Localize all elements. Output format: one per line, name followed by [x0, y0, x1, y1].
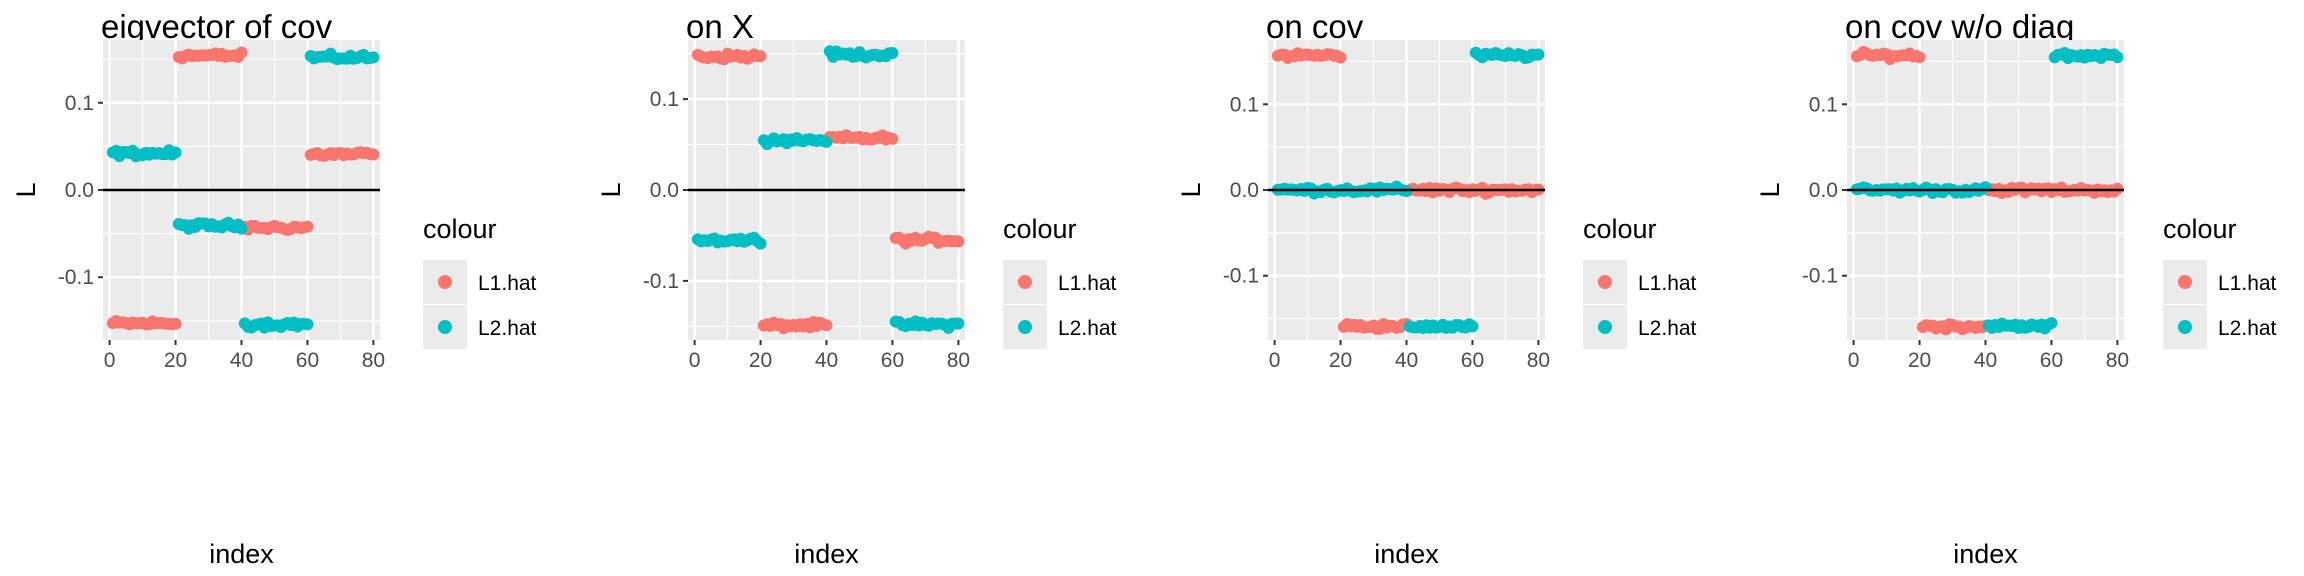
panel-1: eigvector of cov -0.1 0.0 0.1 0 20 40 60 80 index… — [11, 8, 537, 569]
y-axis-label: L — [1755, 182, 1785, 197]
legend-label: L1.hat — [478, 272, 537, 295]
y-axis-label: L — [11, 182, 41, 197]
legend-label: L1.hat — [1058, 272, 1117, 295]
point-L1.hat — [754, 50, 767, 63]
y-tick-label: 0.0 — [65, 179, 94, 202]
point-L2.hat — [2111, 51, 2124, 64]
x-tick-label: 0 — [104, 349, 116, 372]
point-L1.hat — [367, 148, 380, 161]
x-tick-label: 60 — [881, 349, 904, 372]
point-L1.hat — [820, 319, 833, 332]
point-L2.hat — [1532, 48, 1545, 61]
y-tick-label: 0.0 — [1809, 179, 1838, 202]
x-tick-label: 40 — [1395, 349, 1418, 372]
x-tick-label: 60 — [1461, 349, 1484, 372]
legend-title: colour — [423, 214, 497, 244]
point-L2.hat — [235, 222, 248, 235]
x-tick-label: 40 — [1974, 349, 1997, 372]
legend-label: L2.hat — [478, 317, 537, 340]
x-tick-label: 80 — [947, 349, 970, 372]
x-axis-label: index — [209, 539, 274, 569]
legend: colour L1.hat L2.hat — [1583, 214, 1697, 349]
legend-title: colour — [1583, 214, 1657, 244]
point-L1.hat — [169, 317, 182, 330]
x-axis-label: index — [1953, 539, 2018, 569]
point-L2.hat — [367, 51, 380, 64]
x-axis-label: index — [1374, 539, 1439, 569]
legend: colour L1.hat L2.hat — [1003, 214, 1117, 349]
legend-label: L2.hat — [2218, 317, 2277, 340]
panel-title: on cov w/o diag — [1845, 8, 2074, 45]
legend-swatch — [2178, 320, 2192, 334]
point-L2.hat — [1979, 181, 1992, 194]
legend-label: L2.hat — [1058, 317, 1117, 340]
point-L1.hat — [1334, 51, 1347, 64]
x-tick-label: 80 — [2106, 349, 2129, 372]
x-tick-label: 80 — [1527, 349, 1550, 372]
legend-swatch — [1598, 320, 1612, 334]
y-tick-label: -0.1 — [58, 266, 94, 289]
x-tick-label: 20 — [749, 349, 772, 372]
legend-title: colour — [2163, 214, 2237, 244]
panel-title: on X — [686, 8, 754, 45]
legend-swatch — [438, 275, 452, 289]
legend-swatch — [1598, 275, 1612, 289]
point-L1.hat — [1913, 51, 1926, 64]
y-tick-label: 0.1 — [1230, 93, 1259, 116]
point-L1.hat — [301, 220, 314, 233]
x-tick-label: 60 — [296, 349, 319, 372]
legend-label: L1.hat — [2218, 272, 2277, 295]
y-tick-label: 0.1 — [65, 92, 94, 115]
point-L2.hat — [820, 136, 833, 149]
point-L2.hat — [754, 237, 767, 250]
point-L1.hat — [2111, 182, 2124, 195]
x-axis-label: index — [794, 539, 859, 569]
legend-label: L1.hat — [1638, 272, 1697, 295]
point-L2.hat — [169, 146, 182, 159]
y-axis-label: L — [1176, 182, 1206, 197]
legend-swatch — [438, 320, 452, 334]
legend-title: colour — [1003, 214, 1077, 244]
panel-title: eigvector of cov — [101, 8, 333, 45]
point-L1.hat — [886, 132, 899, 145]
point-L1.hat — [235, 46, 248, 59]
point-L2.hat — [1466, 320, 1479, 333]
x-tick-label: 60 — [2040, 349, 2063, 372]
legend-swatch — [1018, 320, 1032, 334]
x-tick-label: 80 — [362, 349, 385, 372]
y-axis-label: L — [596, 182, 626, 197]
x-tick-label: 0 — [1848, 349, 1860, 372]
legend-label: L2.hat — [1638, 317, 1697, 340]
x-tick-label: 20 — [1908, 349, 1931, 372]
y-tick-label: -0.1 — [1802, 265, 1838, 288]
y-tick-label: -0.1 — [643, 270, 679, 293]
point-L2.hat — [952, 317, 965, 330]
point-L2.hat — [2045, 317, 2058, 330]
y-tick-label: 0.0 — [1230, 179, 1259, 202]
x-tick-label: 40 — [230, 349, 253, 372]
x-tick-label: 0 — [1269, 349, 1281, 372]
y-tick-label: 0.0 — [650, 179, 679, 202]
x-tick-label: 20 — [164, 349, 187, 372]
legend-swatch — [2178, 275, 2192, 289]
legend: colour L1.hat L2.hat — [2163, 214, 2277, 349]
x-tick-label: 40 — [815, 349, 838, 372]
point-L2.hat — [886, 47, 899, 60]
legend: colour L1.hat L2.hat — [423, 214, 537, 349]
panel-title: on cov — [1266, 8, 1364, 45]
x-tick-label: 0 — [689, 349, 701, 372]
point-L2.hat — [301, 318, 314, 331]
y-tick-label: 0.1 — [1809, 93, 1838, 116]
panel-4: on cov w/o diag -0.1 0.0 0.1 0 20 40 60 80 index L… — [1755, 8, 2277, 569]
x-tick-label: 20 — [1329, 349, 1352, 372]
y-tick-label: -0.1 — [1223, 265, 1259, 288]
legend-swatch — [1018, 275, 1032, 289]
y-tick-label: 0.1 — [650, 88, 679, 111]
point-L1.hat — [952, 235, 965, 248]
